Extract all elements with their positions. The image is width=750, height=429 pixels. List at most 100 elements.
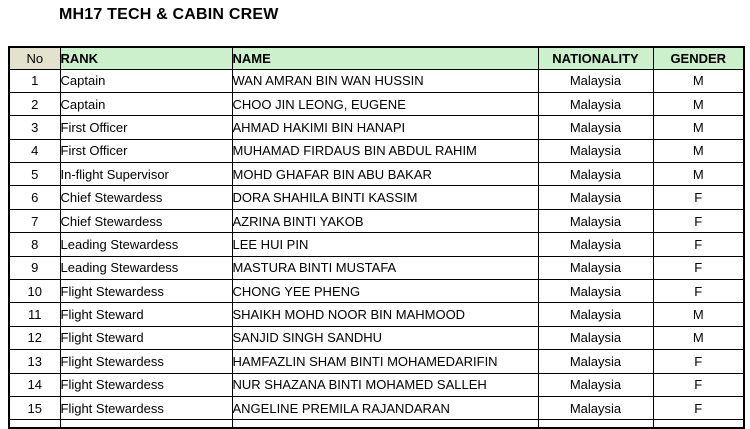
table-row: 13Flight StewardessHAMFAZLIN SHAM BINTI … <box>9 350 744 373</box>
cell-rank: Leading Stewardess <box>60 233 232 256</box>
table-row: 1CaptainWAN AMRAN BIN WAN HUSSINMalaysia… <box>9 69 744 92</box>
cell-no: 10 <box>9 280 60 303</box>
cell-name-empty <box>232 420 538 428</box>
cell-no: 7 <box>9 209 60 232</box>
cell-name: DORA SHAHILA BINTI KASSIM <box>232 186 538 209</box>
table-row: 11Flight StewardSHAIKH MOHD NOOR BIN MAH… <box>9 303 744 326</box>
cell-nationality: Malaysia <box>538 69 653 92</box>
cell-no: 11 <box>9 303 60 326</box>
cell-gender: M <box>653 303 744 326</box>
cell-gender: M <box>653 69 744 92</box>
cell-nationality: Malaysia <box>538 396 653 419</box>
cell-gender-empty <box>653 420 744 428</box>
cell-name: SHAIKH MOHD NOOR BIN MAHMOOD <box>232 303 538 326</box>
table-row: 2CaptainCHOO JIN LEONG, EUGENEMalaysiaM <box>9 92 744 115</box>
cell-rank: Chief Stewardess <box>60 209 232 232</box>
cell-no: 5 <box>9 163 60 186</box>
col-header-rank: RANK <box>60 47 232 69</box>
header-row: No RANK NAME NATIONALITY GENDER <box>9 47 744 69</box>
cell-rank: Captain <box>60 92 232 115</box>
table-row: 8Leading StewardessLEE HUI PINMalaysiaF <box>9 233 744 256</box>
cell-no: 12 <box>9 326 60 349</box>
cell-nationality: Malaysia <box>538 303 653 326</box>
cell-name: AZRINA BINTI YAKOB <box>232 209 538 232</box>
table-row: 3First OfficerAHMAD HAKIMI BIN HANAPIMal… <box>9 116 744 139</box>
cell-gender: F <box>653 256 744 279</box>
table-row: 4First OfficerMUHAMAD FIRDAUS BIN ABDUL … <box>9 139 744 162</box>
cell-rank: Flight Stewardess <box>60 373 232 396</box>
cell-nationality: Malaysia <box>538 116 653 139</box>
cell-rank: First Officer <box>60 116 232 139</box>
table-row: 14Flight StewardessNUR SHAZANA BINTI MOH… <box>9 373 744 396</box>
cell-gender: M <box>653 163 744 186</box>
cell-nationality: Malaysia <box>538 350 653 373</box>
page: { "title": "MH17 TECH & CABIN CREW", "co… <box>0 0 750 426</box>
cell-gender: F <box>653 373 744 396</box>
cell-gender: M <box>653 116 744 139</box>
cell-no: 1 <box>9 69 60 92</box>
page-title: MH17 TECH & CABIN CREW <box>59 6 279 24</box>
cell-gender: F <box>653 280 744 303</box>
cell-rank: Captain <box>60 69 232 92</box>
cell-name: MUHAMAD FIRDAUS BIN ABDUL RAHIM <box>232 139 538 162</box>
cell-rank: Flight Stewardess <box>60 396 232 419</box>
cell-rank: First Officer <box>60 139 232 162</box>
col-header-no: No <box>9 47 60 69</box>
cell-gender: F <box>653 186 744 209</box>
cell-gender: M <box>653 139 744 162</box>
crew-table-header: No RANK NAME NATIONALITY GENDER <box>9 47 744 69</box>
col-header-nationality: NATIONALITY <box>538 47 653 69</box>
cell-rank: Leading Stewardess <box>60 256 232 279</box>
cell-name: NUR SHAZANA BINTI MOHAMED SALLEH <box>232 373 538 396</box>
cell-nationality: Malaysia <box>538 233 653 256</box>
cell-no: 6 <box>9 186 60 209</box>
cell-no-empty <box>9 420 60 428</box>
cell-name: MOHD GHAFAR BIN ABU BAKAR <box>232 163 538 186</box>
cell-gender: F <box>653 396 744 419</box>
cell-name: WAN AMRAN BIN WAN HUSSIN <box>232 69 538 92</box>
cell-nationality: Malaysia <box>538 256 653 279</box>
cell-rank-empty <box>60 420 232 428</box>
cell-name: ANGELINE PREMILA RAJANDARAN <box>232 396 538 419</box>
cell-name: HAMFAZLIN SHAM BINTI MOHAMEDARIFIN <box>232 350 538 373</box>
crew-table: No RANK NAME NATIONALITY GENDER 1Captain… <box>8 46 745 429</box>
cell-nationality-empty <box>538 420 653 428</box>
cell-name: CHONG YEE PHENG <box>232 280 538 303</box>
cell-name: CHOO JIN LEONG, EUGENE <box>232 92 538 115</box>
cell-nationality: Malaysia <box>538 163 653 186</box>
cell-rank: Chief Stewardess <box>60 186 232 209</box>
cell-no: 15 <box>9 396 60 419</box>
table-row: 9Leading StewardessMASTURA BINTI MUSTAFA… <box>9 256 744 279</box>
crew-table-body: 1CaptainWAN AMRAN BIN WAN HUSSINMalaysia… <box>9 69 744 428</box>
cell-no: 13 <box>9 350 60 373</box>
cell-nationality: Malaysia <box>538 373 653 396</box>
cell-no: 14 <box>9 373 60 396</box>
cell-gender: M <box>653 326 744 349</box>
table-row: 15Flight StewardessANGELINE PREMILA RAJA… <box>9 396 744 419</box>
cell-rank: Flight Steward <box>60 326 232 349</box>
cell-nationality: Malaysia <box>538 280 653 303</box>
col-header-gender: GENDER <box>653 47 744 69</box>
cell-rank: In-flight Supervisor <box>60 163 232 186</box>
cell-name: SANJID SINGH SANDHU <box>232 326 538 349</box>
cell-name: MASTURA BINTI MUSTAFA <box>232 256 538 279</box>
cell-name: LEE HUI PIN <box>232 233 538 256</box>
cell-gender: M <box>653 92 744 115</box>
cell-gender: F <box>653 350 744 373</box>
cell-no: 4 <box>9 139 60 162</box>
table-row: 7Chief StewardessAZRINA BINTI YAKOBMalay… <box>9 209 744 232</box>
table-row-partial <box>9 420 744 428</box>
table-row: 10Flight StewardessCHONG YEE PHENGMalays… <box>9 280 744 303</box>
cell-nationality: Malaysia <box>538 186 653 209</box>
table-row: 12Flight StewardSANJID SINGH SANDHUMalay… <box>9 326 744 349</box>
table-row: 6Chief StewardessDORA SHAHILA BINTI KASS… <box>9 186 744 209</box>
table-row: 5In-flight SupervisorMOHD GHAFAR BIN ABU… <box>9 163 744 186</box>
cell-nationality: Malaysia <box>538 326 653 349</box>
cell-nationality: Malaysia <box>538 139 653 162</box>
cell-no: 3 <box>9 116 60 139</box>
cell-rank: Flight Steward <box>60 303 232 326</box>
cell-name: AHMAD HAKIMI BIN HANAPI <box>232 116 538 139</box>
cell-rank: Flight Stewardess <box>60 350 232 373</box>
cell-no: 9 <box>9 256 60 279</box>
col-header-name: NAME <box>232 47 538 69</box>
